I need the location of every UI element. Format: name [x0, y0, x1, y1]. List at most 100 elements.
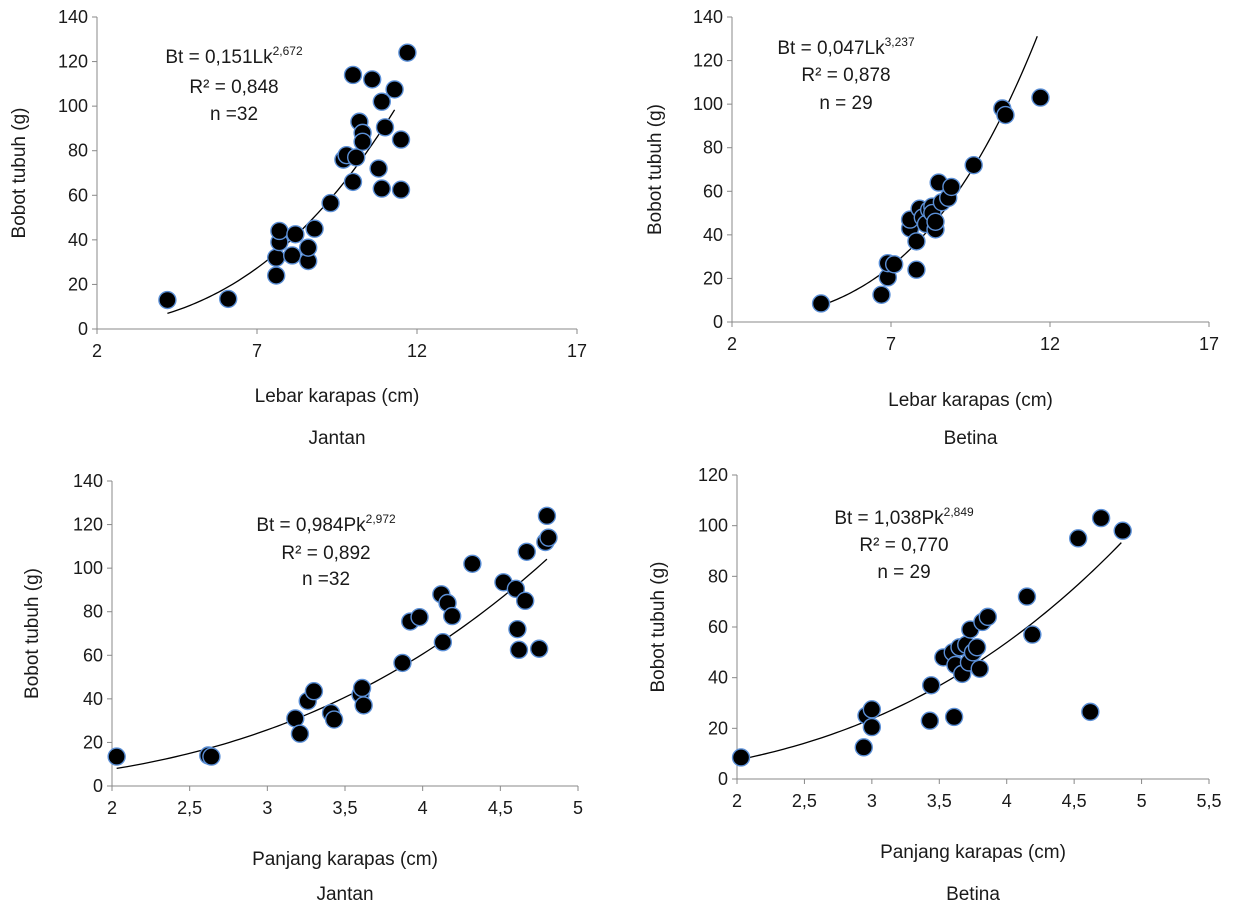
data-point — [347, 148, 366, 167]
chart-panel-betina-lebar: 0 20 40 60 80 100 120 140 2 7 12 17 Bobot tubuh (g) L… — [645, 7, 1219, 449]
data-point — [304, 682, 324, 701]
x-tick-label: 5 — [1137, 791, 1147, 811]
x-axis-title: Lebar karapas (cm) — [888, 390, 1053, 411]
chart-panel-jantan-panjang: 0 20 40 60 80 100 120 140 2 2,5 3 3,5 4 4,5 5 Bobot tub… — [22, 471, 583, 905]
data-point — [921, 676, 941, 695]
data-point — [926, 212, 945, 231]
data-point — [942, 177, 961, 197]
y-tick-label: 120 — [693, 51, 723, 71]
y-tick-label: 20 — [703, 268, 723, 288]
data-point — [286, 709, 305, 728]
y-tick-label: 0 — [93, 776, 103, 796]
data-point — [537, 506, 557, 526]
data-point — [218, 289, 238, 309]
data-point — [375, 118, 395, 137]
data-point — [920, 711, 940, 730]
regression-equation: Bt = 0,984Pk2,972 — [256, 512, 396, 536]
equation-exponent: 2,849 — [944, 505, 974, 519]
data-point — [352, 678, 372, 698]
y-axis-title: Bobot tubuh (g) — [645, 104, 666, 235]
data-point — [907, 260, 926, 279]
data-point — [1113, 521, 1132, 540]
data-point — [354, 696, 373, 715]
x-tick-label: 2 — [107, 798, 117, 818]
data-point — [202, 747, 221, 766]
x-tick-label: 5 — [573, 798, 583, 818]
data-point — [1031, 88, 1050, 107]
equation-lhs: Bt = 0,984Pk — [256, 515, 366, 536]
data-point — [539, 528, 558, 547]
sample-size-label: n = 29 — [877, 562, 930, 583]
data-point — [343, 172, 363, 192]
y-tick-label: 60 — [708, 617, 728, 637]
x-tick-label: 3 — [262, 798, 272, 818]
y-tick-label: 0 — [718, 769, 728, 789]
y-tick-label: 40 — [68, 230, 88, 250]
data-point — [270, 221, 289, 241]
regression-equation: Bt = 1,038Pk2,849 — [834, 505, 974, 529]
x-tick-label: 12 — [407, 341, 427, 361]
chart-panel-betina-panjang: 0 20 40 60 80 100 120 2 2,5 3 3,5 4 4,5 5 5,5 Bobot tub… — [648, 465, 1222, 905]
equation-exponent: 2,972 — [366, 512, 396, 526]
data-point — [811, 294, 831, 313]
data-point — [363, 70, 382, 89]
y-axis-title: Bobot tubuh (g) — [22, 568, 43, 699]
panel-caption: Jantan — [316, 884, 373, 905]
data-point — [267, 266, 286, 285]
trendline — [116, 558, 548, 770]
x-tick-label: 4 — [1002, 791, 1012, 811]
y-tick-label: 140 — [58, 7, 88, 27]
data-point — [1091, 508, 1111, 528]
y-tick-label: 20 — [68, 274, 88, 294]
y-tick-label: 120 — [698, 465, 728, 485]
x-tick-label: 3,5 — [927, 791, 952, 811]
data-point — [107, 747, 126, 766]
data-point — [372, 179, 391, 198]
x-tick-label: 12 — [1040, 334, 1060, 354]
data-point — [372, 92, 391, 111]
equation-lhs: Bt = 0,151Lk — [165, 47, 273, 68]
data-point — [967, 638, 987, 657]
equation-exponent: 3,237 — [885, 35, 915, 49]
y-tick-label: 100 — [73, 558, 103, 578]
data-point — [872, 285, 891, 304]
x-tick-label: 2,5 — [792, 791, 817, 811]
data-point — [508, 619, 527, 639]
y-tick-label: 20 — [83, 732, 103, 752]
data-point — [517, 542, 536, 562]
data-point — [1017, 587, 1037, 606]
data-point — [324, 710, 344, 729]
panel-caption: Betina — [944, 428, 998, 449]
x-tick-label: 7 — [886, 334, 896, 354]
data-point — [442, 606, 462, 626]
data-point — [286, 225, 305, 244]
data-point — [391, 130, 411, 149]
data-point — [506, 579, 526, 599]
y-tick-label: 40 — [708, 668, 728, 688]
x-tick-label: 3,5 — [332, 798, 357, 818]
data-point — [290, 724, 310, 743]
panel-caption: Betina — [946, 884, 1000, 905]
x-axis-title: Panjang karapas (cm) — [252, 849, 438, 870]
x-tick-label: 17 — [567, 341, 587, 361]
data-point — [529, 639, 549, 658]
y-tick-label: 140 — [73, 471, 103, 491]
data-point — [996, 105, 1015, 125]
x-axis-title: Panjang karapas (cm) — [880, 842, 1066, 863]
data-point — [267, 248, 286, 267]
data-point — [299, 238, 318, 257]
y-tick-label: 120 — [58, 52, 88, 72]
x-tick-label: 5,5 — [1196, 791, 1221, 811]
y-tick-label: 140 — [693, 7, 723, 27]
data-point — [862, 700, 882, 719]
x-tick-label: 4,5 — [1062, 791, 1087, 811]
data-point — [944, 707, 964, 727]
r-squared-label: R² = 0,892 — [281, 543, 370, 564]
data-point — [343, 65, 363, 85]
x-tick-label: 2,5 — [177, 798, 202, 818]
data-point — [385, 80, 404, 99]
y-tick-label: 20 — [708, 718, 728, 738]
x-tick-label: 7 — [252, 341, 262, 361]
y-tick-label: 40 — [83, 689, 103, 709]
y-tick-label: 60 — [68, 185, 88, 205]
